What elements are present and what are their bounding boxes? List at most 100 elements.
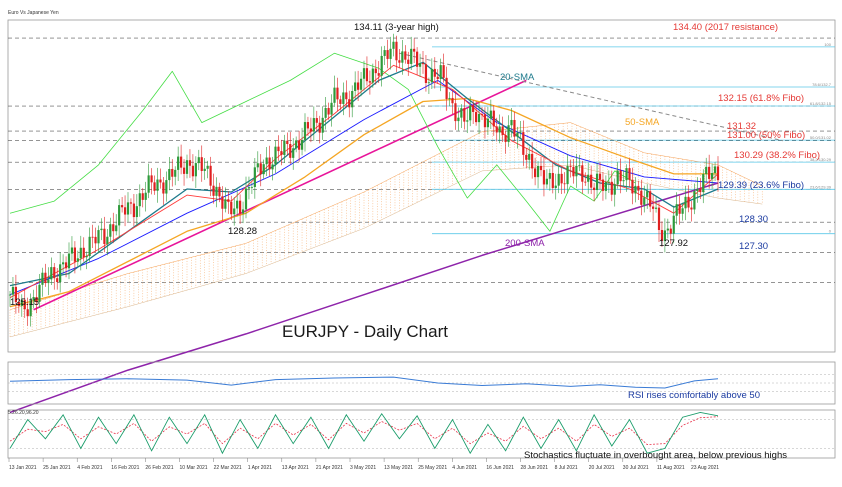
x-tick-label: 22 Mar 2021: [214, 465, 242, 471]
candle-body: [321, 117, 324, 133]
candle-body: [563, 183, 566, 185]
candle-body: [129, 202, 133, 204]
candle-body: [171, 168, 174, 177]
candle-body: [475, 111, 478, 123]
candle-body: [389, 48, 392, 59]
candle-body: [56, 278, 59, 283]
candle-body: [244, 188, 248, 210]
candle-body: [165, 180, 168, 194]
candle-body: [451, 97, 454, 104]
x-tick-label: 4 Jun 2021: [452, 465, 477, 471]
candle-body: [516, 132, 519, 137]
candle-body: [696, 188, 699, 192]
label-128-30: 128.30: [739, 214, 768, 225]
candle-body: [8, 294, 12, 296]
candle-body: [590, 174, 593, 188]
chart-title: EURJPY - Daily Chart: [282, 322, 448, 341]
candle-body: [286, 140, 289, 145]
candle-body: [227, 199, 230, 202]
candle-body: [239, 200, 242, 214]
candle-body: [241, 209, 245, 214]
label-127-30: 127.30: [739, 241, 768, 252]
descending-trendline: [399, 52, 784, 142]
candle-body: [265, 157, 268, 165]
candle-body: [418, 63, 422, 67]
candle-body: [32, 296, 35, 301]
x-tick-label: 28 Jun 2021: [521, 465, 549, 471]
candle-body: [713, 166, 717, 174]
candle-body: [525, 154, 528, 160]
candle-body: [351, 90, 354, 108]
candle-body: [448, 97, 451, 99]
x-tick-label: 11 Aug 2021: [657, 465, 685, 471]
fib-level-small-label: 0: [829, 229, 832, 234]
candle-body: [442, 65, 445, 78]
candle-body: [188, 160, 192, 166]
candle-body: [324, 108, 327, 118]
candle-body: [112, 224, 115, 232]
candle-body: [566, 165, 569, 185]
candle-body: [26, 309, 29, 317]
candle-body: [182, 167, 186, 174]
candle-body: [126, 202, 130, 215]
candle-body: [177, 156, 180, 170]
candle-body: [595, 173, 599, 191]
candle-body: [106, 236, 109, 245]
candle-body: [466, 120, 469, 122]
candle-body: [705, 166, 708, 175]
candle-body: [386, 50, 389, 59]
x-tick-label: 25 Jan 2021: [43, 465, 71, 471]
candle-body: [519, 132, 522, 133]
candle-body: [224, 199, 227, 209]
candle-body: [522, 132, 525, 155]
candle-body: [253, 167, 256, 187]
candle-body: [666, 228, 669, 231]
candle-body: [191, 165, 194, 177]
candle-body: [498, 126, 501, 133]
candle-body: [280, 151, 283, 156]
candlesticks: [8, 33, 720, 327]
x-tick-label: 13 Apr 2021: [282, 465, 309, 471]
x-tick-label: 13 May 2021: [384, 465, 413, 471]
candle-body: [330, 102, 333, 115]
candle-body: [637, 185, 640, 191]
candle-body: [681, 208, 684, 214]
candle-body: [634, 185, 637, 194]
candle-body: [309, 128, 312, 132]
candle-body: [539, 165, 543, 171]
candle-body: [348, 99, 351, 108]
candle-body: [507, 125, 510, 142]
candle-body: [643, 197, 646, 205]
candle-body: [551, 173, 554, 188]
candle-body: [575, 165, 578, 177]
candle-body: [200, 157, 203, 171]
candle-body: [398, 60, 401, 63]
tenkan-sen-line: [9, 64, 719, 299]
candle-body: [536, 165, 540, 178]
candle-body: [702, 174, 705, 193]
stoch-k-line: [9, 411, 719, 455]
candle-body: [29, 300, 32, 317]
candle-body: [50, 267, 53, 280]
fib-level-small-label: 23.6/129.39: [810, 184, 832, 189]
candle-body: [159, 179, 162, 183]
candle-body: [501, 126, 504, 136]
candle-body: [218, 186, 221, 197]
candle-body: [472, 105, 475, 112]
candle-body: [427, 82, 430, 84]
candle-body: [268, 157, 271, 170]
candle-body: [73, 247, 76, 262]
candle-body: [625, 168, 628, 181]
candle-body: [277, 146, 280, 152]
candle-body: [215, 186, 218, 196]
kijun-sen-line: [9, 79, 719, 296]
candle-body: [646, 191, 649, 198]
label-high-134-11: 134.11 (3-year high): [354, 22, 439, 33]
candle-body: [480, 113, 484, 115]
candle-body: [610, 181, 613, 195]
candle-body: [392, 41, 395, 49]
stochastics-panel: [7, 409, 836, 459]
candle-body: [44, 272, 47, 284]
candle-body: [569, 165, 572, 167]
